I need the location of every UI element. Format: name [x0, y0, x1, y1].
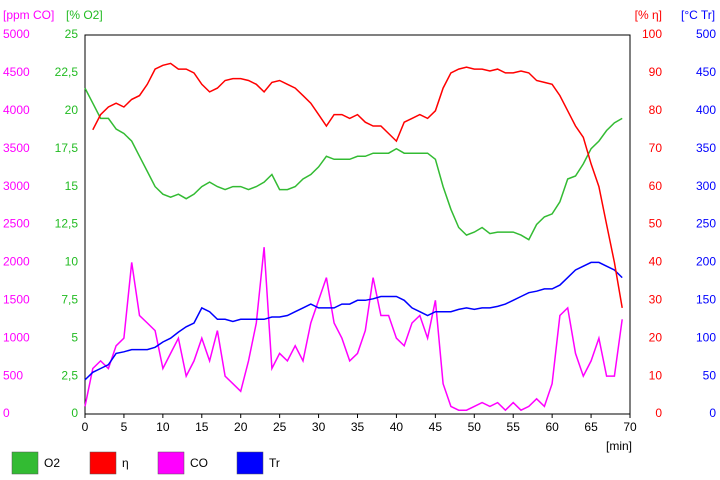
y-tick-label: 0 — [3, 406, 10, 420]
x-axis-label: [min] — [606, 439, 632, 453]
x-tick-label: 40 — [390, 420, 404, 434]
y-tick-label: 50 — [703, 368, 717, 382]
series-line — [84, 87, 623, 241]
y-tick-label: 17,5 — [55, 141, 79, 155]
y-tick-label: 7,5 — [61, 292, 78, 306]
y-axis-label: [ppm CO] — [3, 8, 54, 22]
plot-frame — [84, 34, 631, 415]
y-tick-label: 100 — [696, 330, 716, 344]
y-tick-label: 400 — [696, 103, 716, 117]
y-tick-label: 30 — [649, 292, 663, 306]
y-tick-label: 15 — [65, 179, 79, 193]
y-tick-label: 2,5 — [61, 368, 78, 382]
y-tick-label: 90 — [649, 65, 663, 79]
y-tick-label: 350 — [696, 141, 716, 155]
y-tick-label: 80 — [649, 103, 663, 117]
x-tick-label: 10 — [156, 420, 170, 434]
x-tick-label: 60 — [545, 420, 559, 434]
y-tick-label: 300 — [696, 179, 716, 193]
x-tick-label: 5 — [121, 420, 128, 434]
x-tick-label: 15 — [195, 420, 209, 434]
y-tick-label: 150 — [696, 292, 716, 306]
y-tick-label: 2500 — [3, 217, 30, 231]
x-tick-label: 0 — [82, 420, 89, 434]
y-tick-label: 0 — [71, 406, 78, 420]
y-tick-label: 4500 — [3, 65, 30, 79]
series-line — [84, 247, 623, 412]
y-tick-label: 100 — [642, 27, 662, 41]
y-tick-label: 10 — [649, 368, 663, 382]
x-tick-label: 55 — [507, 420, 521, 434]
series-line — [92, 62, 623, 309]
y-tick-label: 1000 — [3, 330, 30, 344]
legend-label: Tr — [269, 456, 280, 470]
y-tick-label: 50 — [649, 217, 663, 231]
y-tick-label: 1500 — [3, 292, 30, 306]
y-tick-label: 20 — [649, 330, 663, 344]
x-tick-label: 45 — [429, 420, 443, 434]
y-tick-label: 40 — [649, 255, 663, 269]
y-tick-label: 5 — [71, 330, 78, 344]
legend-swatch — [157, 451, 185, 475]
y-tick-label: 20 — [65, 103, 79, 117]
y-tick-label: 12,5 — [55, 217, 79, 231]
legend-swatch — [89, 451, 117, 475]
legend-label: O2 — [44, 456, 60, 470]
x-tick-label: 25 — [273, 420, 287, 434]
y-tick-label: 70 — [649, 141, 663, 155]
y-axis-label: [% η] — [635, 8, 662, 22]
y-tick-label: 3000 — [3, 179, 30, 193]
legend-label: CO — [190, 456, 208, 470]
x-tick-label: 30 — [312, 420, 326, 434]
y-tick-label: 60 — [649, 179, 663, 193]
y-axis-label: [% O2] — [66, 8, 103, 22]
y-tick-label: 2000 — [3, 255, 30, 269]
y-tick-label: 3500 — [3, 141, 30, 155]
y-tick-label: 10 — [65, 255, 79, 269]
x-tick-label: 70 — [623, 420, 637, 434]
y-tick-label: 0 — [655, 406, 662, 420]
legend-swatch — [11, 451, 39, 475]
y-tick-label: 200 — [696, 255, 716, 269]
y-tick-label: 25 — [65, 27, 79, 41]
y-tick-label: 450 — [696, 65, 716, 79]
series-line — [84, 261, 623, 381]
legend-label: η — [122, 456, 129, 470]
y-tick-label: 5000 — [3, 27, 30, 41]
y-tick-label: 500 — [696, 27, 716, 41]
x-tick-label: 50 — [468, 420, 482, 434]
legend-swatch — [236, 451, 264, 475]
y-tick-label: 0 — [709, 406, 716, 420]
x-tick-label: 65 — [584, 420, 598, 434]
y-tick-label: 4000 — [3, 103, 30, 117]
y-tick-label: 500 — [3, 368, 23, 382]
x-tick-label: 20 — [234, 420, 248, 434]
y-axis-label: [°C Tr] — [681, 8, 715, 22]
y-tick-label: 250 — [696, 217, 716, 231]
y-tick-label: 22,5 — [55, 65, 79, 79]
x-tick-label: 35 — [351, 420, 365, 434]
